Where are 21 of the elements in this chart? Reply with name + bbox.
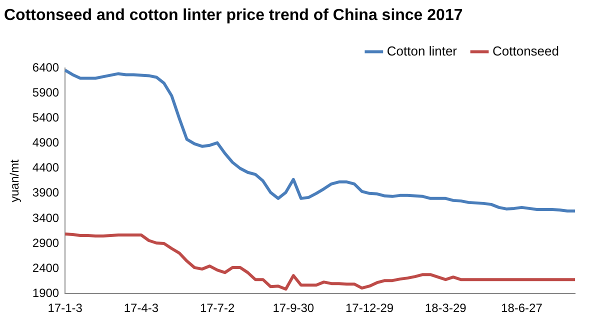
y-tick-label: 5900: [32, 86, 60, 100]
x-tick-label: 17-12-29: [345, 301, 394, 316]
y-axis-title: yuan/mt: [8, 158, 22, 202]
legend-label: Cotton linter: [386, 43, 458, 58]
y-tick-label: 6400: [32, 60, 60, 75]
y-tick-label: 2900: [32, 236, 60, 250]
x-tick-label: 18-3-29: [424, 301, 467, 316]
x-tick-label: 17-1-3: [48, 301, 83, 316]
x-tick-label: 17-7-2: [200, 301, 235, 316]
y-tick-label: 2400: [32, 260, 60, 275]
y-tick-label: 5400: [32, 110, 60, 125]
x-tick-label: 17-9-30: [272, 301, 314, 316]
y-tick-label: 3900: [32, 186, 60, 200]
x-tick-label: 17-4-3: [124, 301, 159, 316]
y-tick-label: 4400: [32, 160, 60, 175]
x-tick-label: 18-6-27: [501, 301, 543, 316]
chart-title: Cottonseed and cotton linter price trend of China since 2017: [4, 7, 463, 24]
y-tick-label: 3400: [32, 210, 60, 225]
y-tick-label: 4900: [32, 136, 60, 150]
legend-label: Cottonseed: [492, 43, 560, 58]
y-tick-label: 1900: [32, 286, 60, 300]
